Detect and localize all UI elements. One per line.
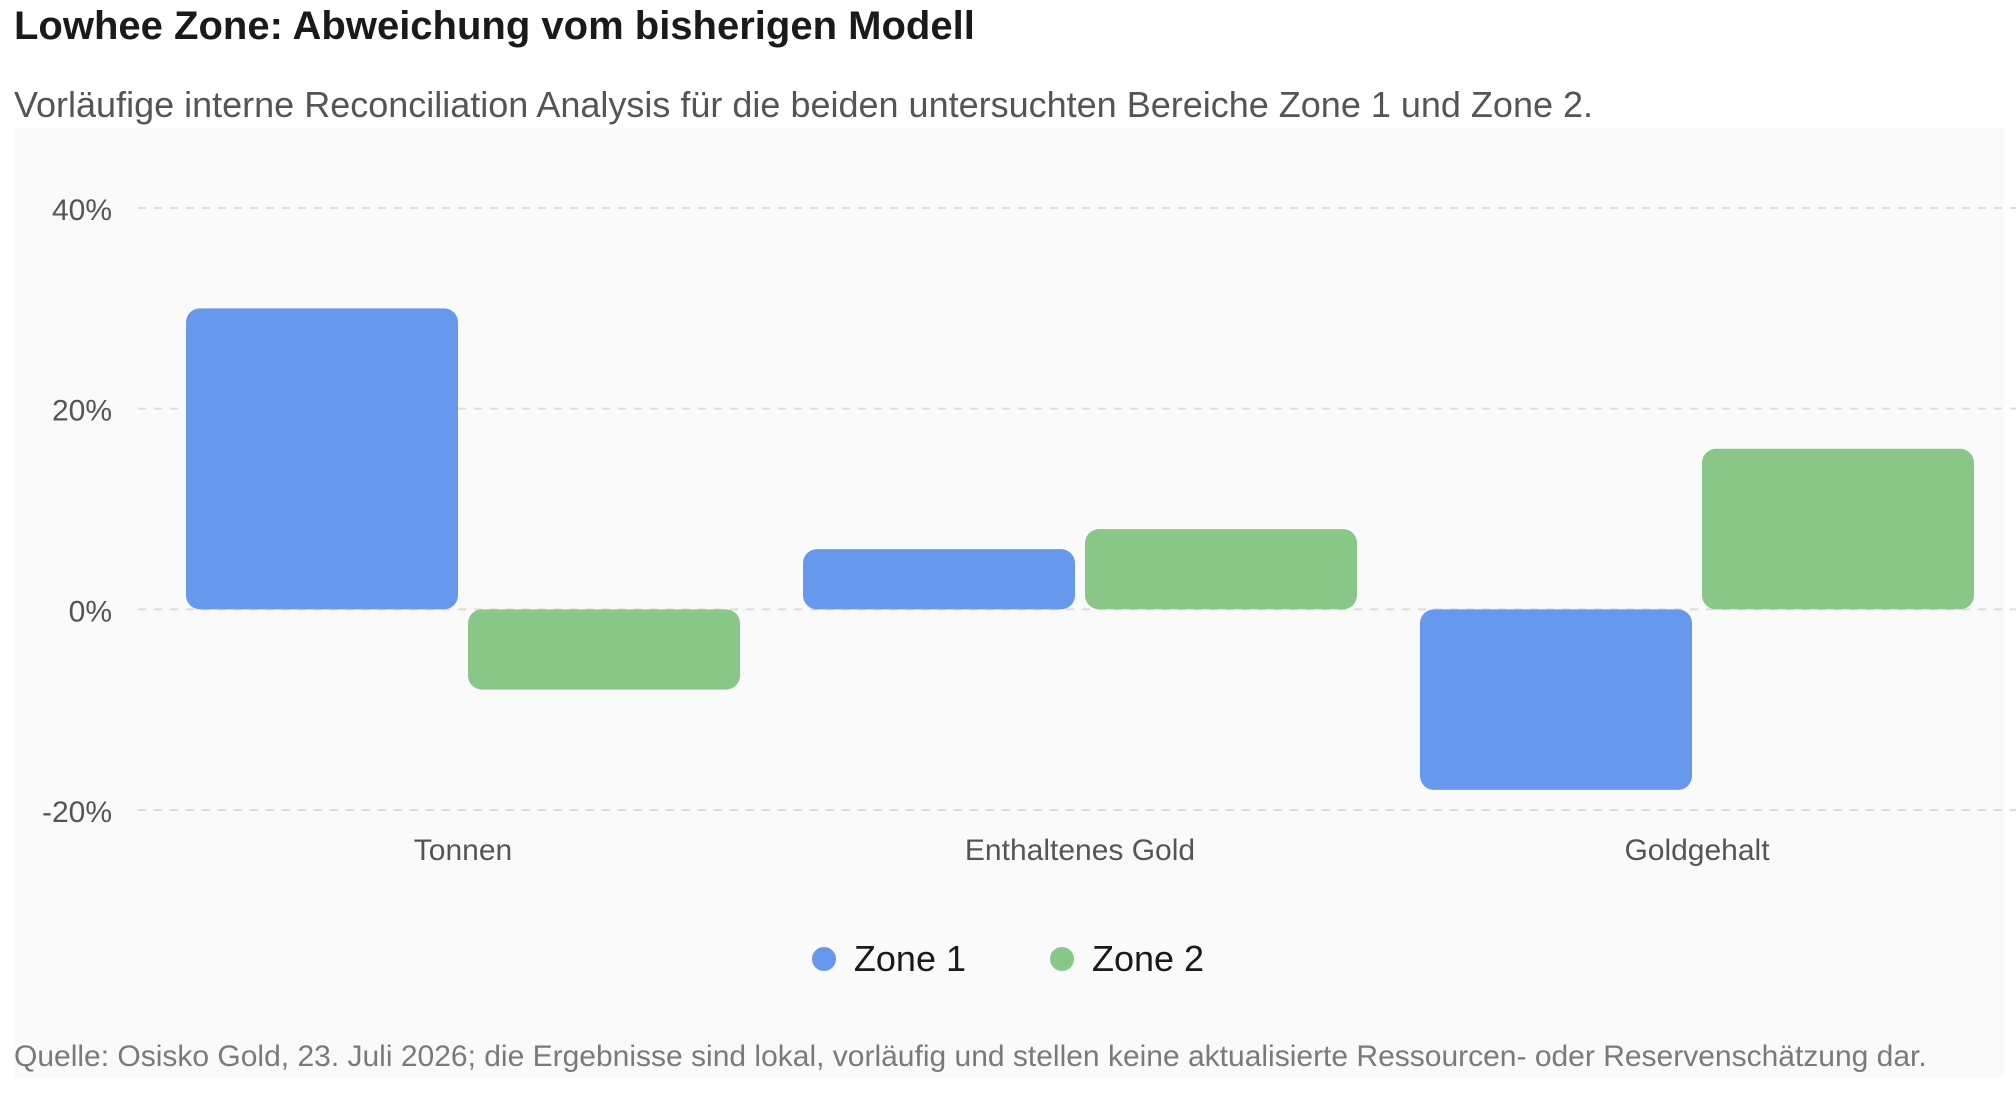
x-tick-label: Goldgehalt — [1624, 834, 1770, 867]
y-axis-labels: -20% 0% 20% 40% — [42, 194, 112, 829]
legend-label-zone-1: Zone 1 — [853, 938, 966, 979]
bar-zone-1-0[interactable] — [186, 308, 458, 610]
y-tick-label: -20% — [42, 796, 112, 829]
bar-zone-1-1[interactable] — [803, 549, 1075, 610]
legend-swatch-zone-1 — [811, 947, 836, 971]
y-tick-label: 40% — [52, 194, 112, 227]
bar-zone-1-2[interactable] — [1420, 609, 1692, 790]
legend-item-zone-1[interactable]: Zone 1 — [811, 938, 966, 980]
legend: Zone 1 Zone 2 — [0, 938, 2016, 980]
legend-swatch-zone-2 — [1050, 947, 1074, 971]
bars — [186, 308, 1974, 790]
x-axis-labels: Tonnen Enthaltenes Gold Goldgehalt — [414, 834, 1770, 867]
chart-title: Lowhee Zone: Abweichung vom bisherigen M… — [14, 4, 975, 48]
bar-chart: -20% 0% 20% 40% Tonnen Enthaltenes Gold Goldg… — [42, 194, 2016, 867]
source-note: Quelle: Osisko Gold, 23. Juli 2026; die … — [14, 1040, 1927, 1073]
chart-subtitle: Vorläufige interne Reconciliation Analys… — [14, 84, 1594, 125]
bar-zone-2-0[interactable] — [468, 609, 740, 690]
bar-zone-2-2[interactable] — [1702, 448, 1974, 610]
bar-zone-2-1[interactable] — [1085, 529, 1357, 610]
y-tick-label: 0% — [69, 595, 112, 628]
y-tick-label: 20% — [52, 395, 112, 428]
legend-item-zone-2[interactable]: Zone 2 — [1050, 938, 1204, 980]
x-tick-label: Tonnen — [414, 834, 512, 867]
legend-label-zone-2: Zone 2 — [1092, 938, 1205, 979]
x-tick-label: Enthaltenes Gold — [965, 834, 1195, 867]
